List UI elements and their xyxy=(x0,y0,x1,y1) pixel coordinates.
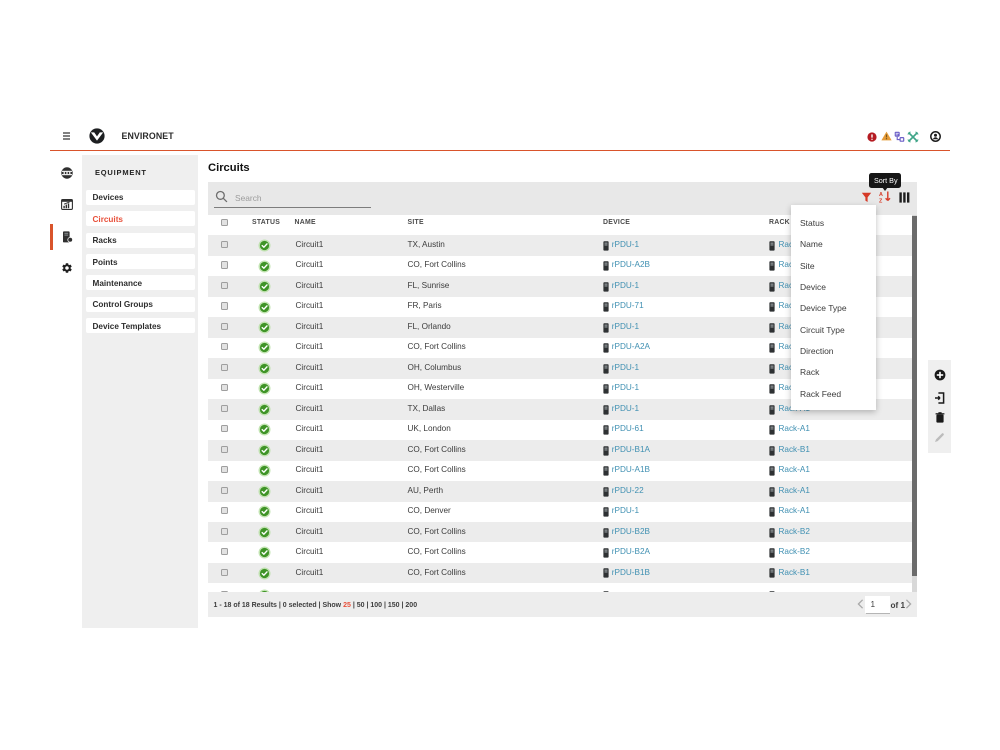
svg-text:Z: Z xyxy=(879,198,883,203)
svg-text:A: A xyxy=(879,192,883,198)
